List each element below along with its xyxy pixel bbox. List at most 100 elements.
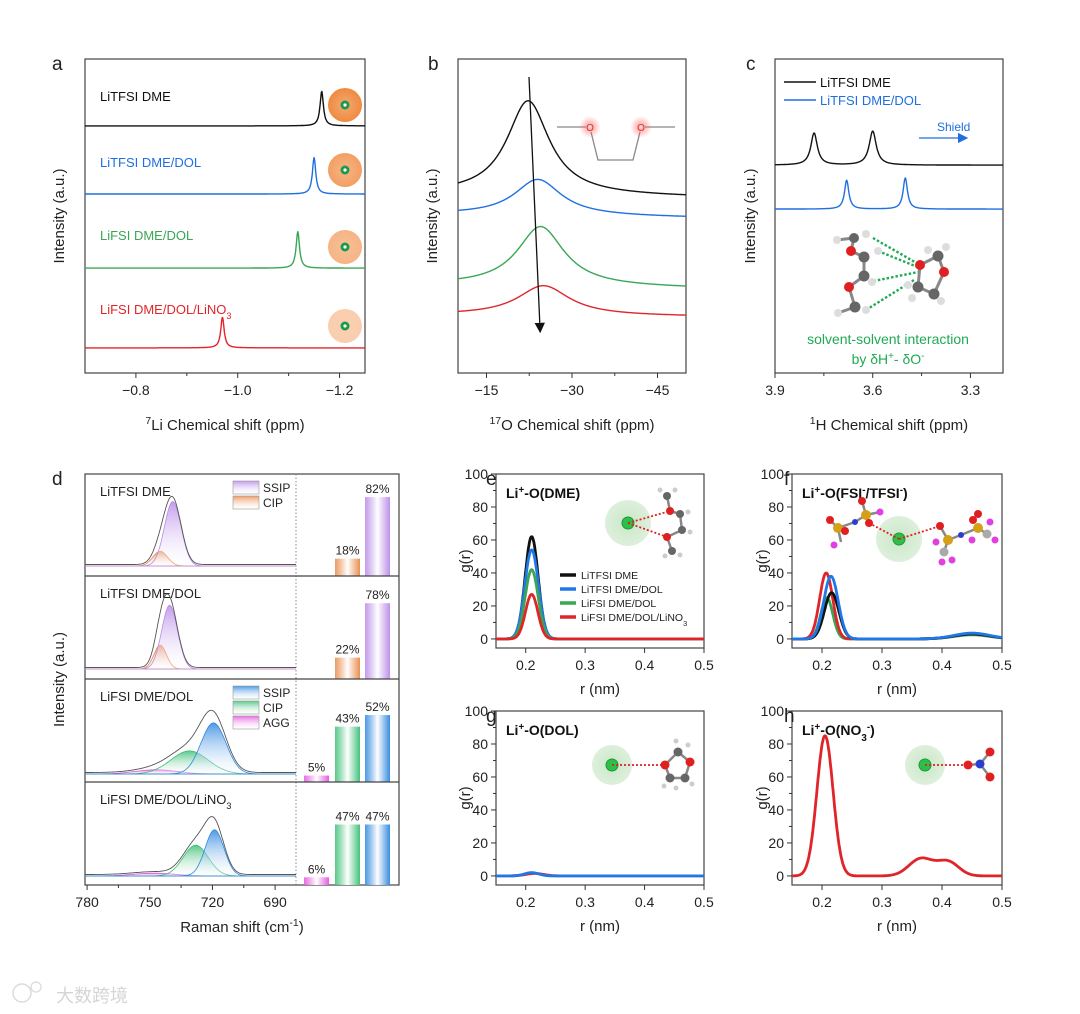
series-line-1 <box>495 871 705 878</box>
component-ssip-area <box>85 722 296 775</box>
x-tick-label: 0.2 <box>812 657 832 673</box>
y-tick-label: 60 <box>472 769 488 785</box>
x-axis-label: 7Li Chemical shift (ppm) <box>145 415 304 434</box>
atom <box>685 509 691 515</box>
panel-c-frame <box>774 58 1004 374</box>
x-tick-label: 0.3 <box>872 894 892 910</box>
annotation-text: solvent-solvent interaction <box>807 331 969 347</box>
solvent-molecules-icon <box>833 230 950 317</box>
oxygen-atom-label: O <box>586 123 594 134</box>
atom <box>936 522 944 530</box>
atom <box>663 533 671 541</box>
x-tick-label: 0.4 <box>932 894 952 910</box>
x-axis-label-part: ) <box>299 919 304 936</box>
atom <box>677 552 683 558</box>
y-axis-label-part: Intensity (a.u.) <box>742 168 759 263</box>
atom <box>874 247 882 255</box>
y-axis-label: g(r) <box>754 549 771 572</box>
x-tick-label: 750 <box>138 894 162 910</box>
interaction-line <box>868 270 919 284</box>
atom <box>687 529 693 535</box>
y-tick-label: 80 <box>768 736 784 752</box>
atom <box>662 553 668 559</box>
atom <box>673 747 683 757</box>
panel-title-part: -O(DME) <box>524 485 580 501</box>
x-tick-label: 0.4 <box>932 657 952 673</box>
atom <box>849 233 859 243</box>
interaction-line <box>877 249 921 270</box>
panel-title: Li+-O(FSI-/TFSI-) <box>802 485 908 502</box>
component-ssip-area <box>85 604 296 670</box>
bar-cip <box>335 657 360 679</box>
bar-value-label: 47% <box>335 809 359 823</box>
lithium-ion-center <box>343 103 347 107</box>
y-tick-label: 0 <box>480 631 488 647</box>
bar-value-label: 18% <box>335 544 359 558</box>
x-axis-label-part: r (nm) <box>877 681 917 698</box>
y-axis-label: Intensity (a.u.) <box>51 632 68 727</box>
atom <box>985 772 995 782</box>
y-axis-label-part: g(r) <box>457 786 474 809</box>
annotation-text: by δH+- δO- <box>852 351 925 368</box>
subpanel-label-text: LiTFSI DME <box>100 484 171 499</box>
panel-letter: a <box>52 54 63 75</box>
atom <box>968 536 976 544</box>
atom <box>937 297 945 305</box>
atom <box>846 246 856 256</box>
atom <box>861 510 871 520</box>
y-tick-label: 80 <box>768 499 784 515</box>
panel-letter: h <box>784 706 795 727</box>
bar-value-label: 82% <box>365 482 389 496</box>
subpanel-label-text: LiTFSI DME/DOL <box>100 586 201 601</box>
y-axis-label-part: Intensity (a.u.) <box>51 632 68 727</box>
lithium-ion-center <box>343 168 347 172</box>
x-axis-label-part: 17 <box>489 415 501 427</box>
bar-ssip <box>365 715 390 782</box>
x-tick-label: 3.3 <box>961 382 981 398</box>
legend-label-text: LiFSI DME/DOL/LiNO <box>581 612 683 624</box>
series-line-0 <box>84 90 366 127</box>
panel-title-part: Li <box>802 485 814 501</box>
y-tick-label: 80 <box>472 736 488 752</box>
x-axis-label: 1H Chemical shift (ppm) <box>810 415 968 434</box>
bar-value-label: 22% <box>335 643 359 657</box>
panel-letter: c <box>746 54 756 75</box>
legend-swatch <box>232 495 260 510</box>
atom <box>657 487 663 493</box>
envelope-line <box>85 816 296 875</box>
atom <box>939 547 949 557</box>
series-label: LiTFSI DME/DOL <box>100 155 201 170</box>
atom <box>852 519 858 525</box>
bar-value-label: 47% <box>365 809 389 823</box>
x-axis-label-part: r (nm) <box>580 918 620 935</box>
atom <box>661 783 667 789</box>
y-tick-label: 20 <box>472 598 488 614</box>
bar-ssip <box>365 824 390 885</box>
atom <box>932 538 940 546</box>
legend-label: LiTFSI DME/DOL <box>581 584 663 596</box>
subpanel-label: LiTFSI DME/DOL <box>100 586 201 601</box>
series-line-3 <box>84 316 366 349</box>
shift-trend-arrow <box>528 76 545 334</box>
y-tick-label: 20 <box>768 835 784 851</box>
subpanel-label-text: LiFSI DME/DOL/LiNO <box>100 792 226 807</box>
legend-label: LiTFSI DME <box>820 75 891 90</box>
component-cip-area <box>85 844 296 877</box>
atom <box>912 281 924 293</box>
atom <box>676 510 684 518</box>
panel-h-frame <box>791 710 1003 886</box>
atom <box>680 773 690 783</box>
legend-label: LiFSI DME/DOL <box>581 598 656 610</box>
atom <box>858 251 870 263</box>
atom <box>834 309 842 317</box>
panel-f-frame <box>791 473 1003 649</box>
lithium-ion-center <box>343 324 347 328</box>
atom <box>915 260 925 270</box>
annotation-text-part: + <box>888 351 894 362</box>
y-axis-label: g(r) <box>457 786 474 809</box>
x-tick-label: 0.5 <box>992 657 1012 673</box>
atom <box>943 535 953 545</box>
panel-title-part: + <box>814 485 820 496</box>
atom <box>973 523 983 533</box>
